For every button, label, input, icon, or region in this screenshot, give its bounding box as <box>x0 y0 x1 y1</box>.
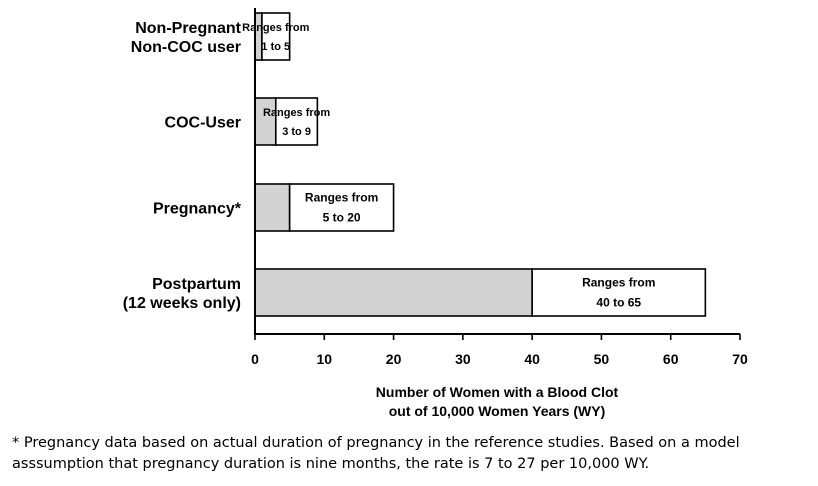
bar-low-postpartum-12-weeks-only <box>254 268 533 317</box>
x-axis-title-line-2: out of 10,000 Women Years (WY) <box>389 403 606 419</box>
range-label-coc-user-1: Ranges from <box>263 107 330 119</box>
x-tick-label-0: 0 <box>251 351 259 367</box>
range-label-postpartum-12-weeks-only-1: Ranges from <box>582 276 655 290</box>
x-tick-label-40: 40 <box>524 351 540 367</box>
category-label-postpartum-12-weeks-only-2: (12 weeks only) <box>123 295 241 312</box>
bar-range-coc-user <box>274 97 319 146</box>
category-label-non-pregnant-non-coc-user-2: Non-COC user <box>131 39 241 56</box>
range-label-non-pregnant-non-coc-user-1: Ranges from <box>242 22 309 34</box>
category-label-coc-user-1: COC-User <box>165 115 241 132</box>
bar-low-coc-user <box>254 97 277 146</box>
blood-clot-bar-chart: Ranges from 1 to 5 Ranges from 3 to 9 Ranges… <box>123 8 748 419</box>
bar-range-non-pregnant-non-coc-user <box>261 12 291 61</box>
pregnancy-footnote: * Pregnancy data based on actual duratio… <box>12 435 740 472</box>
x-axis-title-line-1: Number of Women with a Blood Clot <box>376 384 619 400</box>
bar-low-pregnancy <box>254 183 291 232</box>
x-tick-label-10: 10 <box>316 351 332 367</box>
range-label-non-pregnant-non-coc-user-2: 1 to 5 <box>261 41 290 53</box>
bar-range-postpartum-12-weeks-only <box>531 268 707 317</box>
x-tick-label-60: 60 <box>663 351 679 367</box>
range-label-coc-user-2: 3 to 9 <box>282 126 311 138</box>
category-label-non-pregnant-non-coc-user-1: Non-Pregnant <box>135 20 241 37</box>
x-tick-label-30: 30 <box>455 351 471 367</box>
bar-range-pregnancy <box>288 183 395 232</box>
category-label-postpartum-12-weeks-only-1: Postpartum <box>152 276 241 293</box>
x-tick-label-70: 70 <box>732 351 748 367</box>
range-label-pregnancy-2: 5 to 20 <box>323 211 361 225</box>
x-tick-label-50: 50 <box>594 351 610 367</box>
range-label-postpartum-12-weeks-only-2: 40 to 65 <box>596 296 641 310</box>
range-label-pregnancy-1: Ranges from <box>305 191 378 205</box>
x-tick-label-20: 20 <box>386 351 402 367</box>
category-label-pregnancy-1: Pregnancy* <box>153 201 242 218</box>
